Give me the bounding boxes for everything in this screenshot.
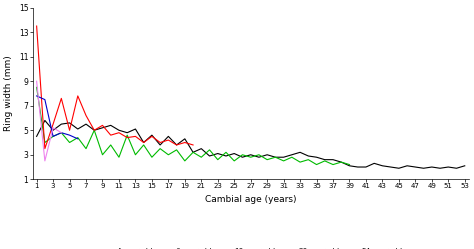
20-year-old [75, 136, 81, 139]
20-year-old [215, 158, 220, 161]
10-year-old [58, 97, 64, 100]
20-year-old [330, 163, 336, 166]
Line: 4-year-old: 4-year-old [36, 81, 61, 161]
54-year-old [34, 135, 39, 138]
20-year-old [34, 86, 39, 89]
10-year-old [157, 141, 163, 144]
20-year-old [297, 161, 303, 164]
10-year-old [83, 114, 89, 117]
10-year-old [116, 131, 122, 134]
20-year-old [248, 156, 254, 159]
20-year-old [182, 159, 188, 162]
20-year-old [305, 158, 311, 161]
20-year-old [108, 143, 114, 146]
20-year-old [338, 161, 344, 164]
10-year-old [182, 141, 188, 144]
6-year-old [42, 98, 48, 101]
20-year-old [199, 156, 204, 159]
10-year-old [141, 141, 146, 144]
20-year-old [273, 156, 278, 159]
6-year-old [34, 94, 39, 97]
54-year-old [314, 156, 319, 159]
20-year-old [100, 153, 105, 156]
20-year-old [240, 153, 246, 156]
20-year-old [91, 129, 97, 132]
20-year-old [165, 153, 171, 156]
Line: 10-year-old: 10-year-old [36, 26, 193, 149]
54-year-old [157, 143, 163, 146]
10-year-old [124, 136, 130, 139]
10-year-old [50, 123, 56, 125]
10-year-old [133, 135, 138, 138]
10-year-old [100, 124, 105, 127]
20-year-old [141, 143, 146, 146]
20-year-old [174, 148, 180, 151]
20-year-old [42, 141, 48, 144]
20-year-old [83, 147, 89, 150]
20-year-old [281, 159, 286, 162]
54-year-old [371, 162, 377, 165]
20-year-old [289, 156, 295, 159]
20-year-old [67, 141, 73, 144]
Line: 54-year-old: 54-year-old [36, 121, 465, 168]
Line: 20-year-old: 20-year-old [36, 87, 349, 165]
54-year-old [42, 119, 48, 122]
Line: 6-year-old: 6-year-old [36, 96, 78, 139]
20-year-old [157, 147, 163, 150]
20-year-old [207, 148, 212, 151]
6-year-old [67, 134, 73, 137]
20-year-old [223, 151, 229, 154]
4-year-old [34, 80, 39, 83]
20-year-old [231, 159, 237, 162]
20-year-old [190, 151, 196, 154]
Legend: 4-year-old, 6-year-old, 10-year-old, 20-year-old, 54-year-old: 4-year-old, 6-year-old, 10-year-old, 20-… [96, 245, 406, 249]
20-year-old [124, 134, 130, 137]
20-year-old [149, 156, 155, 159]
4-year-old [58, 131, 64, 134]
10-year-old [34, 25, 39, 28]
20-year-old [133, 153, 138, 156]
10-year-old [67, 129, 73, 132]
20-year-old [314, 163, 319, 166]
20-year-old [264, 158, 270, 161]
4-year-old [42, 159, 48, 162]
6-year-old [75, 137, 81, 140]
20-year-old [50, 135, 56, 138]
X-axis label: Cambial age (years): Cambial age (years) [205, 195, 296, 204]
20-year-old [322, 159, 328, 162]
10-year-old [190, 143, 196, 146]
54-year-old [297, 151, 303, 154]
20-year-old [116, 156, 122, 159]
10-year-old [91, 129, 97, 132]
Y-axis label: Ring width (mm): Ring width (mm) [4, 56, 13, 131]
20-year-old [256, 153, 262, 156]
10-year-old [75, 94, 81, 97]
10-year-old [42, 147, 48, 150]
54-year-old [289, 153, 295, 156]
20-year-old [58, 131, 64, 134]
10-year-old [165, 138, 171, 141]
54-year-old [396, 167, 402, 170]
4-year-old [50, 126, 56, 129]
10-year-old [174, 143, 180, 146]
6-year-old [58, 131, 64, 134]
10-year-old [149, 135, 155, 138]
6-year-old [50, 135, 56, 138]
20-year-old [346, 163, 352, 166]
54-year-old [462, 164, 467, 167]
10-year-old [108, 134, 114, 137]
54-year-old [322, 158, 328, 161]
